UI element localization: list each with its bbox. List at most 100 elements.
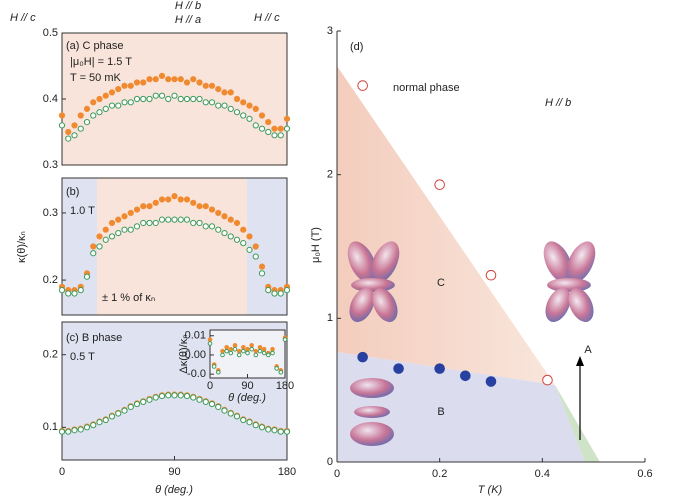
data-point <box>90 243 97 250</box>
data-point <box>133 223 141 230</box>
data-point <box>83 273 91 280</box>
data-point <box>216 369 221 375</box>
data-point <box>90 250 97 257</box>
data-point <box>277 428 284 435</box>
data-point <box>240 416 247 424</box>
data-point <box>261 350 267 356</box>
data-point <box>207 337 213 342</box>
data-point <box>196 79 203 86</box>
data-point <box>393 363 404 374</box>
data-point <box>71 122 78 129</box>
data-point <box>158 392 166 400</box>
data-point <box>270 350 275 356</box>
orbital <box>354 406 390 418</box>
orbital <box>347 241 377 283</box>
x-tick-label: 180 <box>278 466 296 478</box>
data-point <box>434 363 445 374</box>
orbital <box>566 241 596 283</box>
data-point <box>108 219 116 227</box>
annotation: (b) <box>66 186 79 198</box>
data-point <box>127 99 134 106</box>
data-point <box>246 233 253 240</box>
orbital <box>350 422 394 446</box>
data-point <box>102 105 109 113</box>
data-point <box>190 95 197 103</box>
data-point <box>265 426 272 433</box>
data-point <box>252 122 259 129</box>
y-tick-label: 3 <box>327 25 333 37</box>
data-point <box>140 219 147 227</box>
data-point <box>102 92 109 99</box>
data-point <box>183 95 191 103</box>
data-point <box>121 407 128 414</box>
data-point <box>240 99 247 106</box>
y-tick-label: 0.3 <box>43 207 58 219</box>
orbitals <box>347 241 596 446</box>
data-point <box>58 428 66 435</box>
data-point <box>233 236 241 243</box>
data-point <box>202 398 209 405</box>
orbital <box>350 378 394 398</box>
annotation: (d) <box>350 41 363 53</box>
data-point <box>224 348 229 354</box>
y-tick-label: 0.2 <box>43 274 58 286</box>
data-point <box>221 213 228 220</box>
data-point <box>265 128 272 136</box>
x-axis-label: T (K) <box>478 484 503 496</box>
data-point <box>65 428 72 435</box>
data-point <box>146 396 153 403</box>
data-point <box>258 112 266 119</box>
data-point <box>71 290 78 297</box>
orbital <box>545 288 571 322</box>
data-point <box>227 410 234 417</box>
data-point <box>165 76 172 83</box>
y-tick-label: 0 <box>327 456 333 468</box>
data-point <box>171 392 178 399</box>
a-region <box>555 385 600 462</box>
orbital <box>568 288 594 322</box>
data-point <box>245 346 250 352</box>
y-tick-label: 0.1 <box>43 421 58 433</box>
data-point <box>65 135 72 142</box>
data-point <box>90 422 97 429</box>
data-point <box>196 203 203 210</box>
annotation: 0.5 T <box>70 351 95 363</box>
x-tick-label: 90 <box>168 466 180 478</box>
data-point <box>165 392 172 399</box>
data-point <box>58 112 66 119</box>
data-point <box>190 394 197 401</box>
data-point <box>258 125 266 132</box>
data-point <box>171 76 178 83</box>
data-point <box>227 105 234 113</box>
data-point <box>183 196 191 203</box>
data-point <box>232 346 238 352</box>
data-point <box>283 125 291 132</box>
data-point <box>177 76 184 83</box>
data-point <box>121 99 128 106</box>
data-point <box>83 105 91 113</box>
data-point <box>133 95 141 103</box>
data-point <box>245 350 250 356</box>
y-tick-label: 0.5 <box>43 27 58 39</box>
data-point <box>227 216 234 223</box>
data-point <box>542 374 553 386</box>
data-point <box>177 95 184 103</box>
data-point <box>215 102 222 109</box>
data-point <box>183 216 191 223</box>
data-point <box>271 290 278 297</box>
data-point <box>208 82 216 89</box>
x-tick-label: 0 <box>207 380 213 392</box>
data-point <box>207 341 213 346</box>
data-point <box>133 79 141 86</box>
data-point <box>140 95 147 103</box>
data-point <box>202 82 209 89</box>
data-point <box>102 416 109 424</box>
data-point <box>77 426 84 433</box>
data-point <box>121 213 128 220</box>
data-point <box>240 240 247 247</box>
data-point <box>221 229 228 237</box>
data-point <box>183 392 191 400</box>
b-region <box>337 352 585 462</box>
data-point <box>77 287 84 294</box>
data-point <box>90 112 97 119</box>
